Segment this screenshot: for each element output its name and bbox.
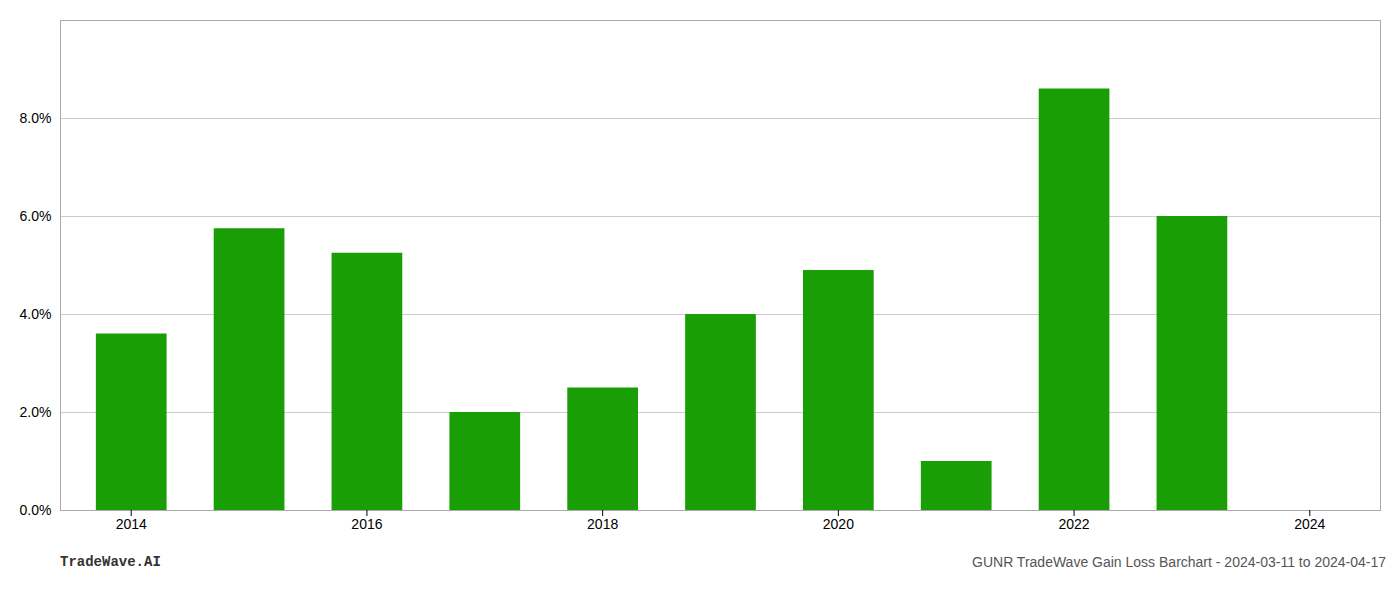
svg-text:2020: 2020 bbox=[823, 516, 854, 532]
svg-text:2024: 2024 bbox=[1294, 516, 1325, 532]
svg-text:2.0%: 2.0% bbox=[20, 404, 52, 420]
svg-text:8.0%: 8.0% bbox=[20, 110, 52, 126]
svg-text:2014: 2014 bbox=[116, 516, 147, 532]
svg-text:2022: 2022 bbox=[1058, 516, 1089, 532]
svg-text:6.0%: 6.0% bbox=[20, 208, 52, 224]
html-text:GUNR TradeWave Gain Loss Barch: GUNR TradeWave Gain Loss Barchart - 2024… bbox=[972, 554, 1386, 570]
svg-text:0.0%: 0.0% bbox=[20, 502, 52, 518]
svg-text:2016: 2016 bbox=[351, 516, 382, 532]
svg-text:4.0%: 4.0% bbox=[20, 306, 52, 322]
svg-text:2018: 2018 bbox=[587, 516, 618, 532]
html-text:TradeWave.AI: TradeWave.AI bbox=[60, 554, 161, 570]
